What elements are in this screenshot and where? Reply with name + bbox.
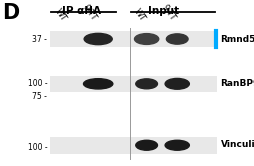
Text: WT: WT [52,7,67,23]
Text: Input: Input [147,6,178,16]
FancyBboxPatch shape [50,31,216,47]
Ellipse shape [135,140,157,150]
Text: 9-TT: 9-TT [159,3,177,23]
Text: WT: WT [131,7,146,23]
Ellipse shape [165,79,188,89]
Text: Vinculin: Vinculin [220,140,254,149]
Ellipse shape [83,79,113,89]
Text: D: D [3,3,20,23]
Text: 100 -: 100 - [27,143,47,152]
Ellipse shape [84,33,112,45]
Text: 37 -: 37 - [32,35,47,44]
Ellipse shape [134,34,158,44]
Ellipse shape [165,140,188,150]
Text: 100 -: 100 - [27,79,47,87]
Text: 75 -: 75 - [32,92,47,101]
Ellipse shape [166,34,187,44]
Text: 9-TT: 9-TT [81,3,98,23]
FancyBboxPatch shape [50,137,216,154]
Ellipse shape [135,79,157,89]
Text: Rmnd5A: Rmnd5A [220,35,254,43]
Text: IP αHA: IP αHA [62,6,101,16]
FancyBboxPatch shape [50,76,216,92]
Text: RanBP9: RanBP9 [220,79,254,87]
